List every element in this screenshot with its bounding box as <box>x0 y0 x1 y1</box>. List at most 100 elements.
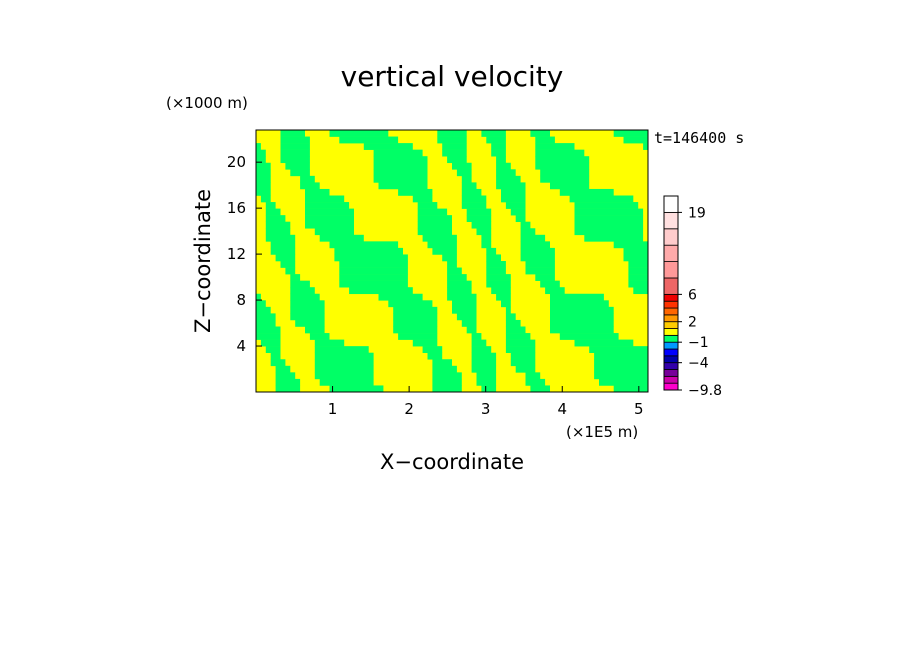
contour-fill <box>280 130 305 137</box>
contour-fill <box>295 319 325 327</box>
contour-fill <box>525 378 546 386</box>
contour-fill <box>437 136 467 144</box>
contour-fill <box>437 130 467 137</box>
contour-fill <box>574 202 639 209</box>
contour-fill <box>501 300 511 308</box>
contour-fill <box>256 175 271 183</box>
contour-fill <box>486 280 511 288</box>
contour-fill <box>432 385 462 392</box>
contour-fill <box>290 287 315 295</box>
contour-fill <box>329 385 384 392</box>
contour-fill <box>314 352 374 360</box>
contour-fill <box>613 241 648 249</box>
contour-fill <box>305 215 354 222</box>
contour-fill <box>466 326 477 334</box>
contour-fill <box>256 306 271 314</box>
contour-fill <box>510 208 526 216</box>
contour-fill <box>574 221 644 229</box>
contour-fill <box>486 267 506 275</box>
contour-fill <box>270 352 281 360</box>
contour-fill <box>285 267 296 275</box>
contour-fill <box>447 274 467 281</box>
contour-fill <box>535 156 590 164</box>
colorbar-segment <box>663 355 679 364</box>
contour-fill <box>256 293 261 301</box>
contour-fill <box>363 143 413 150</box>
colorbar-segment <box>663 307 679 316</box>
contour-fill <box>574 339 634 347</box>
contour-fill <box>393 306 438 314</box>
contour-fill <box>314 228 354 236</box>
contour-fill <box>432 359 452 367</box>
contour-fill <box>496 182 526 190</box>
contour-fill <box>491 287 511 295</box>
contour-fill <box>280 143 310 150</box>
contour-fill <box>427 352 443 360</box>
contour-fill <box>461 182 477 190</box>
colorbar-segment <box>663 314 679 323</box>
contour-fill <box>550 306 614 314</box>
contour-fill <box>275 378 301 386</box>
contour-fill <box>339 280 408 288</box>
time-label: t=146400 s <box>654 129 744 147</box>
y-tick-label: 4 <box>236 337 246 355</box>
contour-fill <box>305 221 354 229</box>
contour-fill <box>471 352 497 360</box>
contour-fill <box>305 208 354 216</box>
contour-fill <box>452 162 472 170</box>
y-tick-label: 12 <box>227 245 246 263</box>
contour-fill <box>285 162 310 170</box>
contour-fill <box>466 215 492 222</box>
contour-fill <box>378 182 428 190</box>
contour-fill <box>280 136 310 144</box>
contour-fill <box>481 241 492 249</box>
contour-fill <box>520 228 536 236</box>
contour-fill <box>314 372 374 380</box>
contour-fill <box>535 149 585 157</box>
contour-fill <box>520 234 546 242</box>
contour-fill <box>314 339 345 347</box>
contour-fill <box>501 188 526 196</box>
contour-fill <box>290 300 325 308</box>
contour-fill <box>520 221 531 229</box>
contour-fill <box>305 188 330 196</box>
contour-fill <box>594 352 648 360</box>
contour-fill <box>613 385 648 392</box>
contour-fill <box>569 195 634 203</box>
contour-fill <box>275 385 301 392</box>
contour-fill <box>501 195 526 203</box>
contour-fill <box>422 234 457 242</box>
colorbar-segment <box>663 328 679 336</box>
contour-fill <box>550 326 614 334</box>
contour-fill <box>491 143 506 150</box>
contour-fill <box>256 182 271 190</box>
contour-fill <box>417 208 448 216</box>
contour-fill <box>447 267 462 275</box>
contour-fill <box>505 333 531 340</box>
contour-fill <box>535 162 590 170</box>
contour-fill <box>505 319 521 327</box>
contour-fill <box>432 372 462 380</box>
contour-fill <box>535 274 555 281</box>
contour-fill <box>314 346 369 353</box>
contour-fill <box>265 202 276 209</box>
y-unit-label: (×1000 m) <box>166 94 248 112</box>
x-axis-label: X−coordinate <box>380 450 524 474</box>
contour-fill <box>540 169 590 177</box>
contour-fill <box>275 372 296 380</box>
contour-fill <box>550 300 609 308</box>
contour-fill <box>559 333 619 340</box>
contour-fill <box>471 339 487 347</box>
contour-fill <box>515 215 526 222</box>
x-tick-label: 3 <box>481 400 491 418</box>
contour-fill <box>417 215 452 222</box>
contour-fill <box>427 241 457 249</box>
contour-fill <box>461 202 487 209</box>
contour-fill <box>334 247 403 255</box>
contour-fill <box>373 162 428 170</box>
contour-fill <box>265 221 291 229</box>
colorbar-segment <box>663 300 679 309</box>
contour-fill <box>486 136 506 144</box>
contour-fill <box>305 202 350 209</box>
x-tick-label: 1 <box>328 400 338 418</box>
